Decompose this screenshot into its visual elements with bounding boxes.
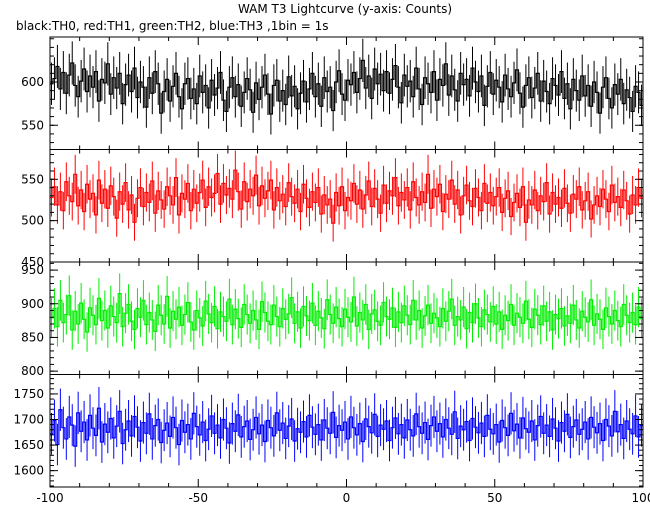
y-tick-label: 900 <box>21 297 44 311</box>
series-th1 <box>50 150 643 242</box>
plot-area: 5506004505005508008509009501600165017001… <box>13 36 650 505</box>
y-tick-label: 1650 <box>13 438 44 452</box>
series-th0 <box>50 38 643 135</box>
y-tick-label: 1600 <box>13 464 44 478</box>
y-tick-label: 1700 <box>13 413 44 427</box>
y-tick-label: 450 <box>21 255 44 269</box>
y-tick-label: 500 <box>21 214 44 228</box>
x-tick-label: 50 <box>487 491 502 505</box>
y-tick-label: 850 <box>21 330 44 344</box>
x-tick-label: 0 <box>343 491 351 505</box>
series-line <box>50 407 643 447</box>
y-tick-label: 600 <box>21 75 44 89</box>
panel-th0: 550 600 <box>21 36 644 150</box>
series-th3 <box>50 387 643 467</box>
series-line <box>50 293 643 333</box>
series-th2 <box>50 273 643 352</box>
series-line <box>50 169 643 224</box>
y-tick-label: 950 <box>21 263 44 277</box>
x-tick-label: -50 <box>188 491 208 505</box>
panel-th2: 800 850 900 950 <box>21 261 644 378</box>
chart-subtitle: black:TH0, red:TH1, green:TH2, blue:TH3 … <box>16 19 329 33</box>
series-line <box>50 59 643 115</box>
y-tick-label: 800 <box>21 364 44 378</box>
panel-th3: 1600 1650 1700 1750 <box>13 374 644 488</box>
y-tick-label: 550 <box>21 172 44 186</box>
y-tick-label: 1750 <box>13 387 44 401</box>
x-tick-label: -100 <box>36 491 63 505</box>
chart-title: WAM T3 Lightcurve (y-axis: Counts) <box>238 2 452 16</box>
x-tick-label: 100 <box>632 491 650 505</box>
panel-th1: 450 500 550 <box>21 149 644 269</box>
y-tick-label: 550 <box>21 118 44 132</box>
